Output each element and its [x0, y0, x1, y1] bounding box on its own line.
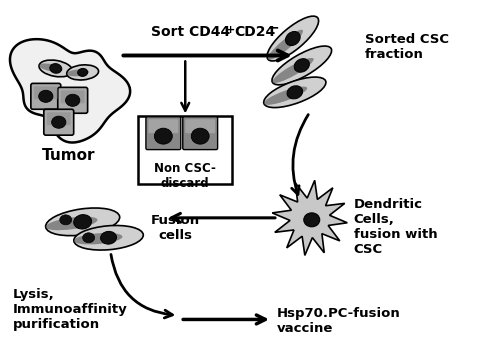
- FancyBboxPatch shape: [186, 119, 215, 133]
- Text: Hsp70.PC-fusion
vaccine: Hsp70.PC-fusion vaccine: [277, 308, 400, 335]
- Ellipse shape: [66, 94, 80, 106]
- Ellipse shape: [304, 213, 320, 227]
- Ellipse shape: [287, 86, 302, 99]
- Ellipse shape: [67, 69, 89, 76]
- Text: −: −: [268, 21, 280, 35]
- Ellipse shape: [272, 46, 332, 85]
- Ellipse shape: [50, 64, 62, 73]
- FancyBboxPatch shape: [183, 117, 218, 150]
- Text: Non CSC-
discard: Non CSC- discard: [154, 162, 216, 190]
- Ellipse shape: [52, 116, 66, 128]
- Ellipse shape: [100, 231, 116, 244]
- Text: Sort CD44: Sort CD44: [150, 25, 230, 38]
- FancyBboxPatch shape: [138, 116, 232, 184]
- Text: +: +: [226, 25, 235, 35]
- Ellipse shape: [46, 216, 98, 230]
- Ellipse shape: [60, 215, 72, 225]
- Text: Dendritic
Cells,
fusion with
CSC: Dendritic Cells, fusion with CSC: [354, 198, 437, 256]
- Ellipse shape: [74, 233, 122, 245]
- Ellipse shape: [264, 87, 307, 105]
- FancyBboxPatch shape: [31, 83, 60, 109]
- Ellipse shape: [67, 65, 98, 80]
- Ellipse shape: [39, 63, 62, 72]
- Ellipse shape: [286, 31, 300, 46]
- Ellipse shape: [39, 60, 72, 77]
- Text: Lysis,
Immunoaffinity
purification: Lysis, Immunoaffinity purification: [13, 288, 128, 331]
- Polygon shape: [10, 39, 130, 142]
- Ellipse shape: [268, 30, 303, 60]
- Ellipse shape: [74, 225, 144, 250]
- Ellipse shape: [78, 68, 88, 77]
- FancyBboxPatch shape: [146, 117, 181, 150]
- FancyBboxPatch shape: [58, 87, 88, 113]
- Ellipse shape: [154, 128, 172, 144]
- Ellipse shape: [38, 90, 53, 102]
- Text: Fusion
cells: Fusion cells: [150, 214, 200, 242]
- Text: Sorted CSC
fraction: Sorted CSC fraction: [364, 32, 448, 61]
- Polygon shape: [272, 180, 347, 255]
- Text: CD24: CD24: [234, 25, 276, 38]
- FancyBboxPatch shape: [60, 90, 84, 103]
- Ellipse shape: [272, 58, 314, 83]
- FancyBboxPatch shape: [47, 112, 70, 125]
- Text: Tumor: Tumor: [42, 148, 96, 163]
- FancyBboxPatch shape: [44, 109, 74, 135]
- Ellipse shape: [264, 77, 326, 108]
- FancyBboxPatch shape: [148, 119, 178, 133]
- Ellipse shape: [294, 59, 310, 72]
- Ellipse shape: [46, 208, 120, 236]
- Ellipse shape: [191, 128, 209, 144]
- FancyBboxPatch shape: [34, 87, 58, 99]
- Ellipse shape: [74, 215, 92, 229]
- Ellipse shape: [82, 233, 94, 243]
- Ellipse shape: [267, 16, 318, 61]
